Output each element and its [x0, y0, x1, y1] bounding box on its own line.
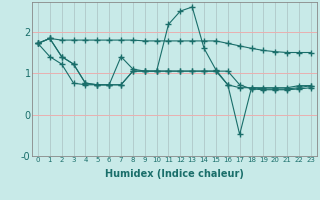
X-axis label: Humidex (Indice chaleur): Humidex (Indice chaleur) — [105, 169, 244, 179]
